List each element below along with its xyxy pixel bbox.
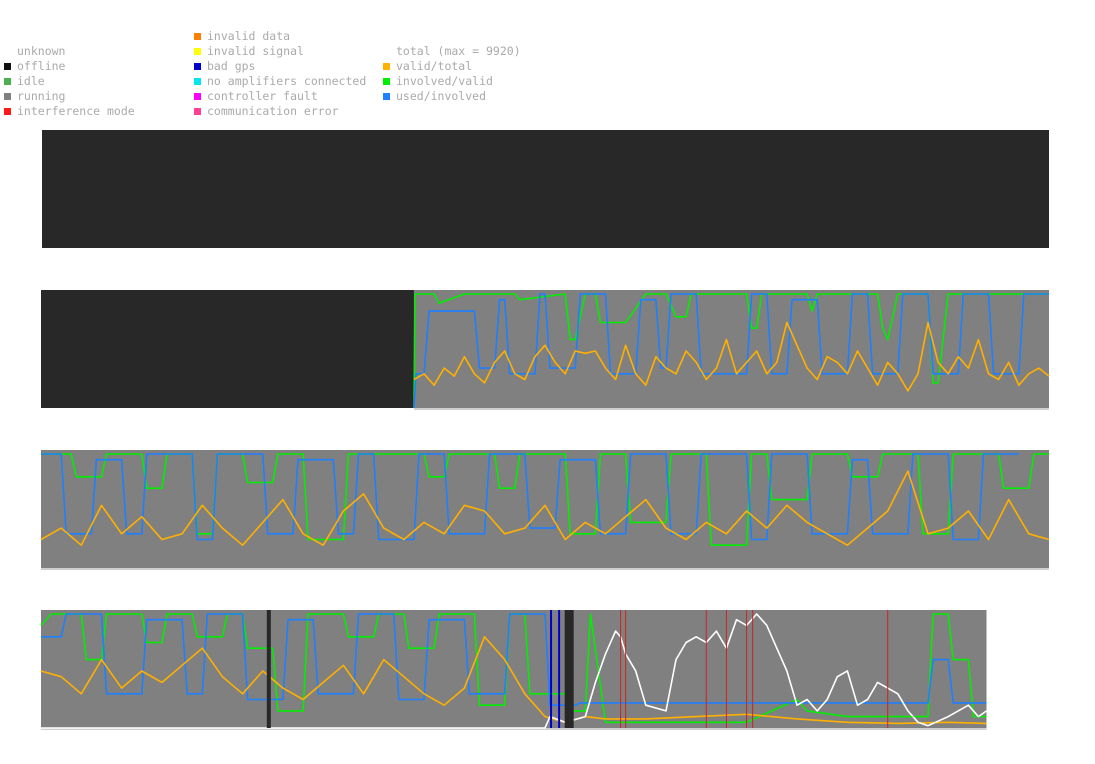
panel-3-state-running-0 [41, 450, 1049, 568]
legend-item-communication-error: communication error [194, 104, 366, 119]
panel-4-marker-interference-7 [725, 610, 727, 728]
panel-4-marker-offline-3 [564, 610, 574, 728]
interference-swatch [4, 108, 11, 115]
offline-swatch [4, 63, 11, 70]
legend-item-bad-gps: bad gps [194, 59, 366, 74]
panel-4-marker-bad_gps-2 [558, 610, 561, 728]
panel-4-marker-offline-0 [266, 610, 271, 728]
panel-2-series-used-involved [413, 293, 1049, 409]
valid-total-swatch [383, 63, 390, 70]
panel-4-marker-interference-5 [625, 610, 627, 728]
legend-item-unknown: unknown [17, 44, 66, 58]
legend-item-involved-valid: involved/valid [383, 74, 521, 89]
panel-4-state-running-0 [41, 610, 987, 728]
bad-gps-swatch [194, 63, 201, 70]
legend-item-invalid-signal: invalid signal [194, 44, 366, 59]
panel-4-marker-interference-6 [705, 610, 707, 728]
legend-errors-group: invalid data invalid signal bad gps no a… [194, 29, 366, 119]
legend-item-used-involved: used/involved [383, 89, 521, 104]
panel-2-state-running-1 [413, 290, 1050, 408]
legend-item-total: total (max = 9920) [396, 44, 521, 58]
panel-4-marker-interference-4 [620, 610, 622, 728]
no-amplifiers-swatch [194, 78, 201, 85]
legend-series-group: total (max = 9920) valid/total involved/… [383, 44, 521, 104]
panel-3-series-used-involved [41, 453, 1019, 541]
legend-status-group: unknown offline idle running interferenc… [4, 44, 135, 119]
legend-item-running: running [4, 89, 135, 104]
panel-4-series-involved-valid [40, 613, 987, 724]
communication-error-swatch [194, 108, 201, 115]
idle-swatch [4, 78, 11, 85]
panel-3-series-valid-total [40, 470, 1050, 547]
panel-4-series-total [41, 613, 987, 729]
panel-4-series-used-involved [41, 613, 987, 707]
legend-item-idle: idle [4, 74, 135, 89]
running-swatch [4, 93, 11, 100]
involved-valid-swatch [383, 78, 390, 85]
panel-4-marker-interference-10 [887, 610, 889, 728]
panel-2-state-offline-0 [41, 290, 414, 408]
panel-2-series-involved-valid [413, 293, 1049, 409]
invalid-data-swatch [194, 33, 201, 40]
legend-item-valid-total: valid/total [383, 59, 521, 74]
panel-1-state-offline-0 [42, 130, 1049, 248]
legend-item-invalid-data: invalid data [194, 29, 366, 44]
invalid-signal-swatch [194, 48, 201, 55]
panel-4-marker-interference-9 [752, 610, 754, 728]
legend-item-offline: offline [4, 59, 135, 74]
legend-item-interference-mode: interference mode [4, 104, 135, 119]
used-involved-swatch [383, 93, 390, 100]
controller-fault-swatch [194, 93, 201, 100]
panel-4-marker-bad_gps-1 [550, 610, 553, 728]
panel-4-marker-interference-8 [746, 610, 748, 728]
legend-item-controller-fault: controller fault [194, 89, 366, 104]
panel-4-series-valid-total [40, 635, 987, 725]
panel-2-series-valid-total [413, 321, 1050, 392]
legend-item-no-amplifiers: no amplifiers connected [194, 74, 366, 89]
